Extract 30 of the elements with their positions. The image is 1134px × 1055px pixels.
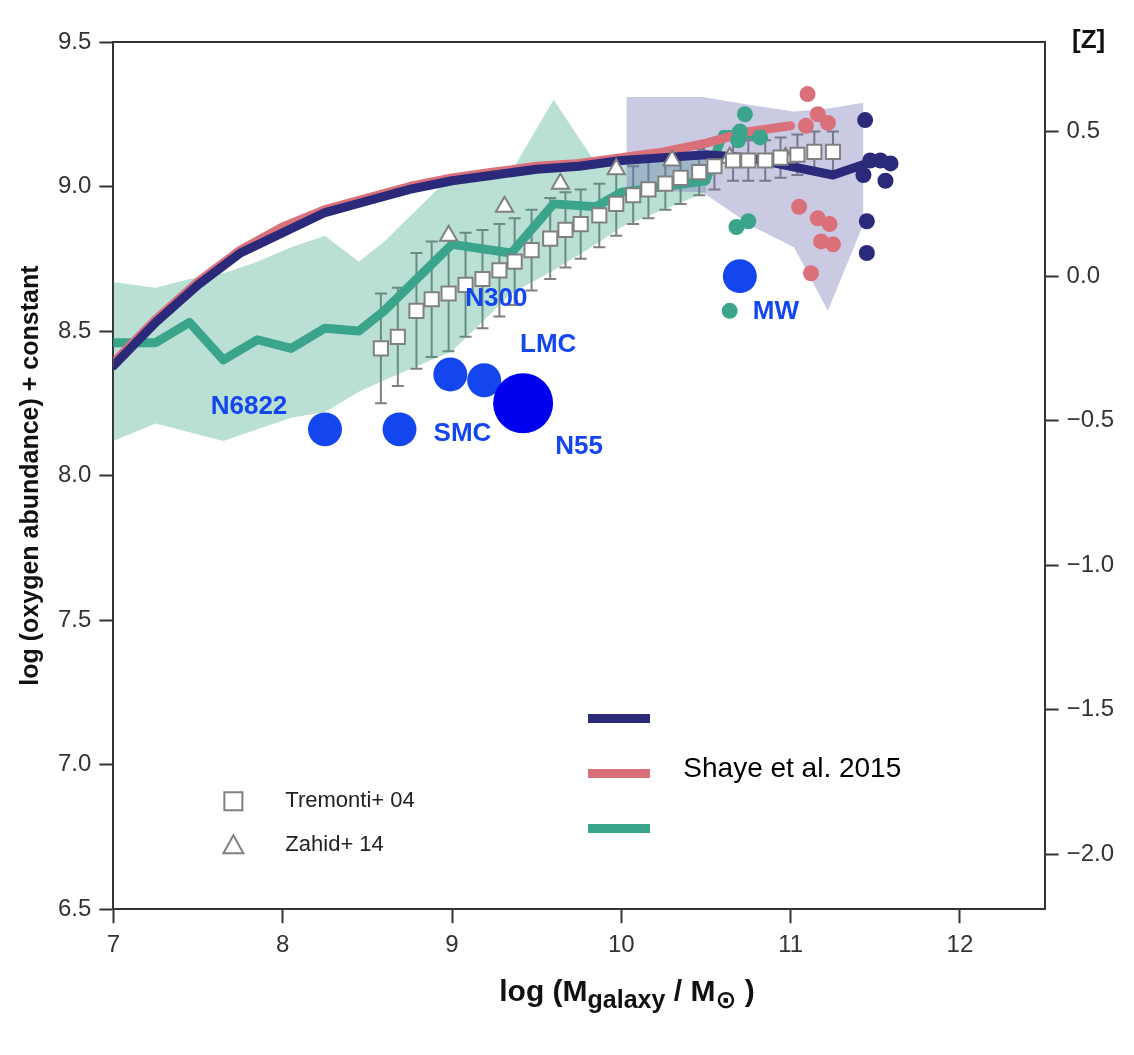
y-tick-label: 8.0: [57, 460, 92, 488]
x-tick-label: 8: [276, 930, 290, 958]
annotation: SMC: [433, 416, 492, 447]
y2-tick-label: 0.0: [1066, 260, 1100, 288]
y-tick-label: 9.0: [57, 171, 92, 199]
legend-label: Tremonti+ 04: [285, 787, 415, 813]
x-tick-label: 7: [106, 930, 121, 958]
x-tick-label: 12: [946, 930, 974, 958]
annotation: N6822: [210, 389, 288, 420]
annotation: N55: [555, 429, 603, 460]
y-tick-label: 9.5: [57, 26, 92, 54]
x-tick-label: 10: [607, 930, 635, 958]
y2-tick-label: −0.5: [1066, 405, 1115, 433]
x-tick-label: 11: [778, 930, 804, 958]
annotation: LMC: [520, 328, 577, 359]
y2-tick-label: −1.5: [1066, 694, 1115, 722]
annotation: Shaye et al. 2015: [683, 751, 902, 783]
y-axis-title: log (oxygen abundance) + constant: [14, 264, 43, 686]
x-tick-label: 9: [445, 930, 459, 958]
y2-tick-label: −1.0: [1066, 549, 1115, 577]
y2-axis-title: [Z]: [1072, 24, 1106, 55]
annotation: MW: [752, 295, 800, 326]
y-tick-label: 7.5: [57, 604, 92, 632]
y-tick-label: 8.5: [57, 315, 92, 343]
legend-label: Zahid+ 14: [285, 831, 384, 857]
y2-tick-label: −2.0: [1066, 838, 1115, 866]
y2-tick-label: 0.5: [1066, 116, 1100, 144]
y-tick-label: 7.0: [57, 749, 92, 777]
x-axis-title: log (M$_{galaxy}$ / M$_{⊙}$ ): [498, 974, 756, 1014]
y-tick-label: 6.5: [57, 893, 92, 921]
